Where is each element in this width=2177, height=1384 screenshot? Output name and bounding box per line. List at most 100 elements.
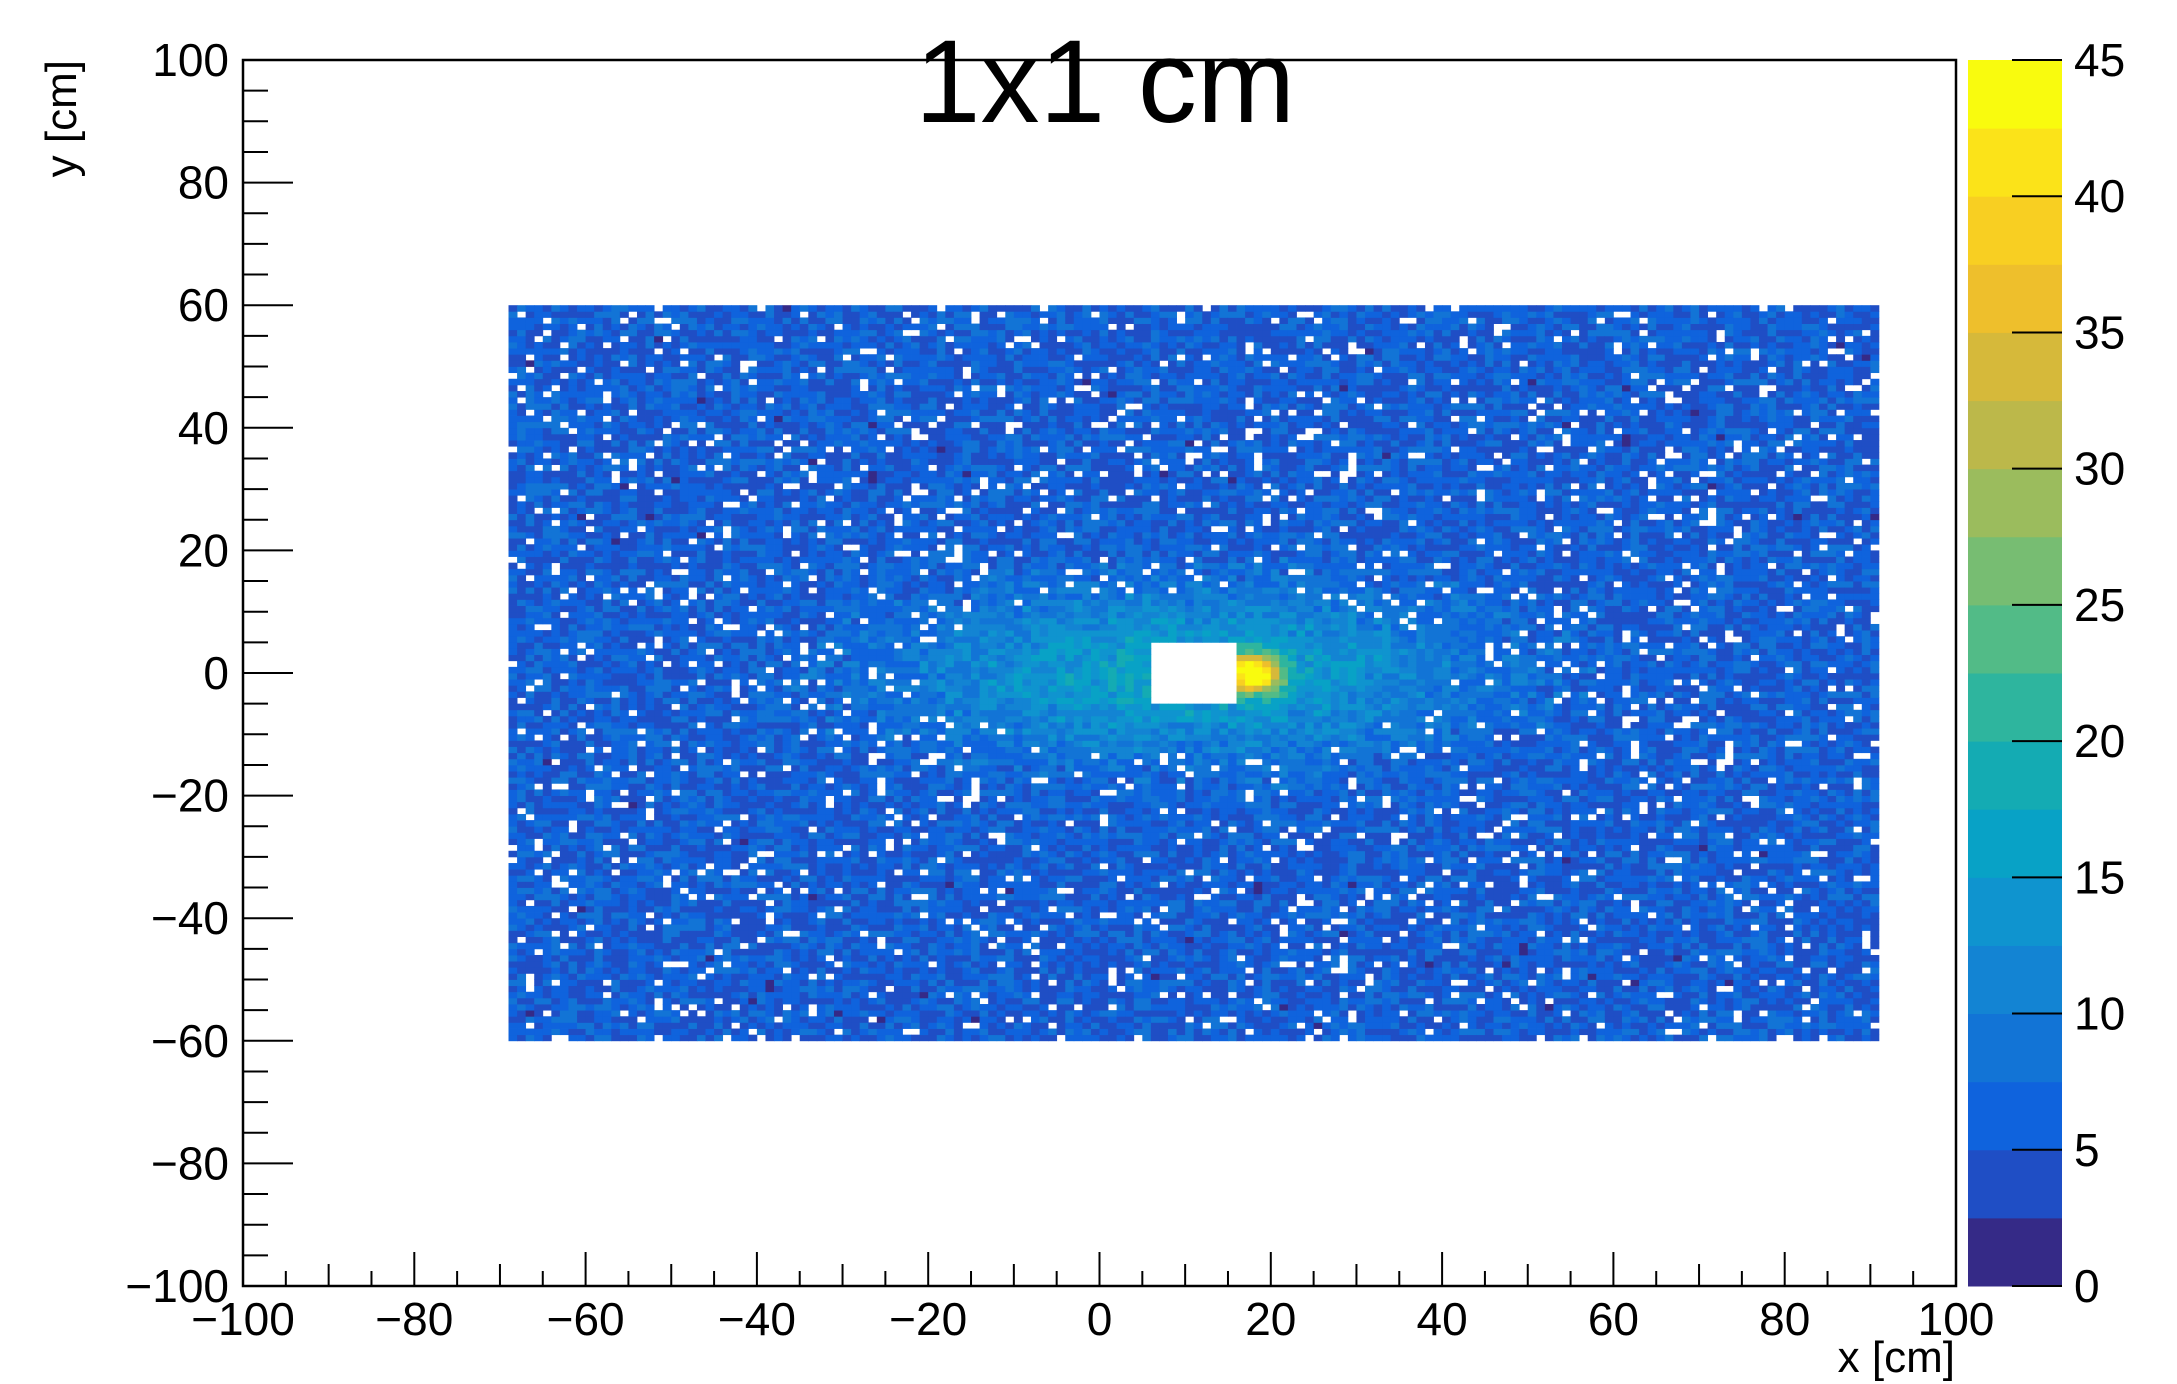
heatmap-cell bbox=[680, 446, 689, 453]
heatmap-cell bbox=[851, 532, 860, 539]
heatmap-cell bbox=[843, 379, 852, 386]
heatmap-cell bbox=[791, 416, 800, 423]
heatmap-cell bbox=[646, 526, 655, 533]
heatmap-cell bbox=[654, 802, 663, 809]
heatmap-cell bbox=[825, 765, 834, 772]
heatmap-cell bbox=[560, 759, 569, 766]
heatmap-cell bbox=[517, 373, 526, 380]
heatmap-cell bbox=[568, 814, 577, 821]
heatmap-cell bbox=[611, 918, 620, 925]
heatmap-cell bbox=[611, 514, 620, 521]
heatmap-cell bbox=[714, 906, 723, 913]
heatmap-cell bbox=[808, 599, 817, 606]
heatmap-cell bbox=[757, 832, 766, 839]
heatmap-cell bbox=[834, 624, 843, 631]
heatmap-cell bbox=[851, 691, 860, 698]
heatmap-cell bbox=[603, 753, 612, 760]
heatmap-cell bbox=[663, 599, 672, 606]
heatmap-cell bbox=[663, 973, 672, 980]
heatmap-cell bbox=[603, 716, 612, 723]
heatmap-cell bbox=[697, 489, 706, 496]
heatmap-cell bbox=[646, 397, 655, 404]
heatmap-cell bbox=[637, 483, 646, 490]
heatmap-cell bbox=[671, 311, 680, 318]
heatmap-cell bbox=[628, 624, 637, 631]
heatmap-cell bbox=[748, 1035, 757, 1042]
heatmap-cell bbox=[697, 992, 706, 999]
heatmap-cell bbox=[697, 698, 706, 705]
heatmap-cell bbox=[568, 630, 577, 637]
heatmap-cell bbox=[637, 734, 646, 741]
heatmap-cell bbox=[825, 1016, 834, 1023]
heatmap-cell bbox=[843, 1010, 852, 1017]
heatmap-cell bbox=[783, 759, 792, 766]
heatmap-cell bbox=[577, 820, 586, 827]
heatmap-cell bbox=[697, 342, 706, 349]
heatmap-cell bbox=[560, 667, 569, 674]
heatmap-cell bbox=[586, 458, 595, 465]
heatmap-cell bbox=[568, 777, 577, 784]
heatmap-cell bbox=[843, 514, 852, 521]
heatmap-cell bbox=[860, 581, 869, 588]
heatmap-cell bbox=[714, 740, 723, 747]
heatmap-cell bbox=[568, 691, 577, 698]
heatmap-cell bbox=[748, 416, 757, 423]
heatmap-cell bbox=[628, 655, 637, 662]
heatmap-cell bbox=[723, 783, 732, 790]
heatmap-cell bbox=[843, 434, 852, 441]
heatmap-cell bbox=[834, 802, 843, 809]
heatmap-cell bbox=[628, 900, 637, 907]
heatmap-cell bbox=[517, 894, 526, 901]
heatmap-cell bbox=[714, 808, 723, 815]
heatmap-cell bbox=[817, 661, 826, 668]
heatmap-cell bbox=[783, 587, 792, 594]
heatmap-cell bbox=[671, 618, 680, 625]
heatmap-cell bbox=[765, 501, 774, 508]
heatmap-cell bbox=[723, 716, 732, 723]
heatmap-cell bbox=[825, 360, 834, 367]
heatmap-cell bbox=[706, 452, 715, 459]
heatmap-cell bbox=[586, 710, 595, 717]
heatmap-cell bbox=[620, 642, 629, 649]
heatmap-cell bbox=[680, 581, 689, 588]
heatmap-cell bbox=[517, 789, 526, 796]
heatmap-cell bbox=[637, 857, 646, 864]
heatmap-cell bbox=[714, 839, 723, 846]
heatmap-cell bbox=[603, 587, 612, 594]
heatmap-cell bbox=[843, 532, 852, 539]
heatmap-cell bbox=[740, 550, 749, 557]
heatmap-cell bbox=[868, 373, 877, 380]
heatmap-cell bbox=[740, 900, 749, 907]
heatmap-cell bbox=[783, 710, 792, 717]
heatmap-cell bbox=[577, 342, 586, 349]
heatmap-cell bbox=[551, 379, 560, 386]
heatmap-cell bbox=[868, 563, 877, 570]
heatmap-cell bbox=[551, 575, 560, 582]
heatmap-cell bbox=[860, 967, 869, 974]
heatmap-cell bbox=[697, 507, 706, 514]
heatmap-cell bbox=[808, 679, 817, 686]
heatmap-cell bbox=[783, 863, 792, 870]
heatmap-cell bbox=[723, 495, 732, 502]
heatmap-cell bbox=[706, 367, 715, 374]
heatmap-cell bbox=[603, 458, 612, 465]
heatmap-cell bbox=[688, 912, 697, 919]
heatmap-cell bbox=[783, 973, 792, 980]
heatmap-cell bbox=[774, 391, 783, 398]
heatmap-cell bbox=[560, 520, 569, 527]
heatmap-cell bbox=[568, 593, 577, 600]
heatmap-cell bbox=[628, 440, 637, 447]
heatmap-cell bbox=[851, 832, 860, 839]
heatmap-cell bbox=[594, 606, 603, 613]
heatmap-cell bbox=[748, 759, 757, 766]
heatmap-cell bbox=[697, 753, 706, 760]
heatmap-cell bbox=[551, 740, 560, 747]
heatmap-cell bbox=[568, 796, 577, 803]
heatmap-cell bbox=[851, 857, 860, 864]
heatmap-cell bbox=[868, 550, 877, 557]
heatmap-cell bbox=[714, 514, 723, 521]
heatmap-cell bbox=[748, 734, 757, 741]
heatmap-cell bbox=[851, 311, 860, 318]
heatmap-cell bbox=[637, 422, 646, 429]
heatmap-cell bbox=[706, 428, 715, 435]
